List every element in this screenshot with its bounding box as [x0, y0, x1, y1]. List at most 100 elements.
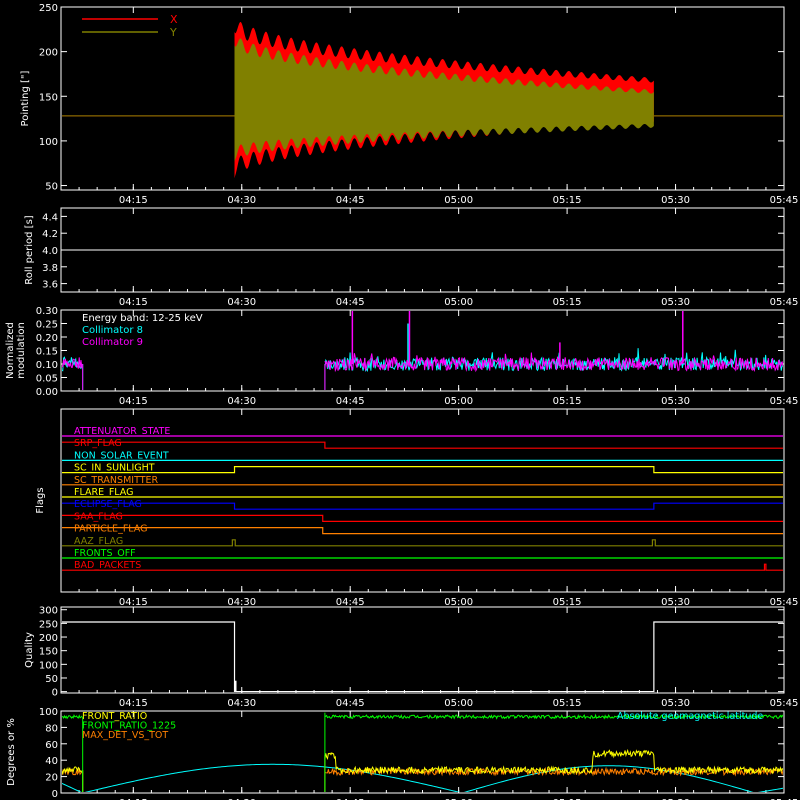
y-tick-label: 200: [39, 633, 58, 644]
y-axis-label: Degrees or %: [6, 718, 17, 786]
y-tick-label: 3.6: [42, 280, 58, 291]
x-tick-label: 04:30: [227, 798, 256, 800]
quality-line: [62, 621, 783, 692]
y-tick-label: 250: [39, 3, 58, 14]
flag-label: SC_IN_SUNLIGHT: [74, 463, 155, 474]
panel-4: 04:15 04:30 04:45 05:00 05:15 05:30 05:45 Flags…: [35, 408, 799, 608]
y-axis-label: Pointing ["]: [20, 70, 31, 126]
x-tick-label: 04:15: [119, 297, 148, 308]
annotation-label: Absolute geomagnetic latitude: [617, 711, 763, 722]
x-tick-label: 04:30: [227, 195, 256, 206]
flag-line-saa-flag: [62, 514, 783, 522]
x-tick-label: 05:15: [553, 597, 582, 608]
flag-label: SAA_FLAG: [74, 511, 123, 522]
x-tick-label: 05:30: [661, 698, 690, 709]
x-tick-label: 04:30: [227, 597, 256, 608]
x-tick-label: 05:30: [661, 597, 690, 608]
flag-label: SRP_FLAG: [74, 438, 122, 449]
x-tick-label: 05:15: [553, 297, 582, 308]
plot-area: [62, 621, 783, 692]
y-tick-label: 0.05: [36, 374, 58, 385]
x-tick-label: 05:00: [444, 297, 473, 308]
y-axis-label: Quality: [24, 632, 35, 668]
legend-label: Collimator 9: [82, 337, 143, 348]
x-tick-label: 05:30: [661, 798, 690, 800]
flag-label: PARTICLE_FLAG: [74, 524, 147, 535]
y-tick-label: 100: [39, 137, 58, 148]
x-tick-label: 05:00: [444, 396, 473, 407]
flag-line-aaz-flag: [62, 539, 783, 547]
x-tick-label: 04:45: [336, 698, 365, 709]
x-tick-label: 05:00: [444, 698, 473, 709]
y-axis-label: Roll period [s]: [24, 215, 35, 284]
panel-2: 04:15 04:30 04:45 05:00 05:15 05:30 05:45 3.6 3.…: [24, 207, 799, 308]
legend-label: FRONT_RATIO: [82, 711, 147, 722]
x-tick-label: 05:00: [444, 195, 473, 206]
x-tick-label: 05:45: [770, 297, 799, 308]
y-tick-label: 100: [39, 660, 58, 671]
series-front-ratio-1225: [62, 714, 83, 720]
flag-line-sc-in-sunlight: [62, 466, 783, 474]
y-tick-label: 150: [39, 647, 58, 658]
flag-label: NON_SOLAR_EVENT: [74, 450, 169, 461]
y-tick-label: 4.4: [42, 212, 58, 223]
legend-label: MAX_DET_VS_TOT: [82, 730, 168, 741]
series-y-band: [234, 38, 654, 162]
x-tick-label: 05:15: [553, 698, 582, 709]
flag-label: SC_TRANSMITTER: [74, 475, 159, 486]
y-tick-label: 250: [39, 619, 58, 630]
x-tick-label: 04:45: [336, 297, 365, 308]
x-tick-label: 05:45: [770, 597, 799, 608]
plot-area: [62, 311, 783, 390]
y-tick-label: 60: [45, 740, 58, 751]
series-collimator-9: [324, 352, 783, 373]
panel-1: 04:15 04:30 04:45 05:00 05:15 05:30 05:45 50 100…: [20, 3, 798, 206]
panel-6: 04:15 04:30 04:45 05:00 05:15 05:30 05:45 0 20 40…: [6, 707, 798, 800]
y-axis-label: Normalized: [5, 322, 16, 379]
flag-line-bad-packets: [62, 563, 783, 571]
x-tick-label: 04:45: [336, 396, 365, 407]
series-front-ratio: [62, 766, 83, 775]
flag-label: BAD_PACKETS: [74, 560, 141, 571]
flag-line-eclipse-flag: [62, 502, 783, 510]
plot-area: [62, 712, 783, 792]
y-tick-label: 0.00: [36, 387, 58, 398]
y-tick-label: 0.30: [36, 306, 58, 317]
y-tick-label: 50: [45, 674, 58, 685]
x-tick-label: 04:15: [119, 698, 148, 709]
plot-area: [62, 22, 783, 179]
x-tick-label: 05:15: [553, 798, 582, 800]
x-tick-label: 04:30: [227, 698, 256, 709]
flag-line-srp-flag: [62, 441, 783, 449]
flag-line-particle-flag: [62, 527, 783, 535]
x-tick-label: 04:15: [119, 195, 148, 206]
x-tick-label: 04:15: [119, 798, 148, 800]
y-tick-label: 0: [52, 789, 58, 800]
y-tick-label: 4.2: [42, 229, 58, 240]
x-tick-label: 05:15: [553, 195, 582, 206]
x-tick-label: 05:00: [444, 597, 473, 608]
x-tick-label: 04:30: [227, 396, 256, 407]
series-max-det-vs-tot: [324, 766, 783, 777]
y-tick-label: 0.10: [36, 360, 58, 371]
plot-area: [62, 435, 783, 571]
series-collimator-9: [62, 357, 83, 369]
x-tick-label: 04:15: [119, 597, 148, 608]
quality-blip: [234, 680, 237, 692]
y-tick-label: 3.8: [42, 263, 58, 274]
x-tick-label: 05:45: [770, 195, 799, 206]
flag-label: AAZ_FLAG: [74, 536, 123, 547]
x-tick-label: 05:30: [661, 297, 690, 308]
y-axis-label: modulation: [16, 322, 27, 379]
x-tick-label: 05:45: [770, 698, 799, 709]
flag-label: FLARE_FLAG: [74, 487, 134, 498]
y-tick-label: 0.15: [36, 347, 58, 358]
flag-label: FRONTS_OFF: [74, 548, 136, 559]
x-tick-label: 05:00: [444, 798, 473, 800]
x-tick-label: 04:45: [336, 798, 365, 800]
y-tick-label: 150: [39, 92, 58, 103]
x-tick-label: 05:30: [661, 396, 690, 407]
series-front-ratio: [324, 748, 783, 776]
panel-3: 04:15 04:30 04:45 05:00 05:15 05:30 05:45 0.00 0…: [5, 306, 798, 407]
